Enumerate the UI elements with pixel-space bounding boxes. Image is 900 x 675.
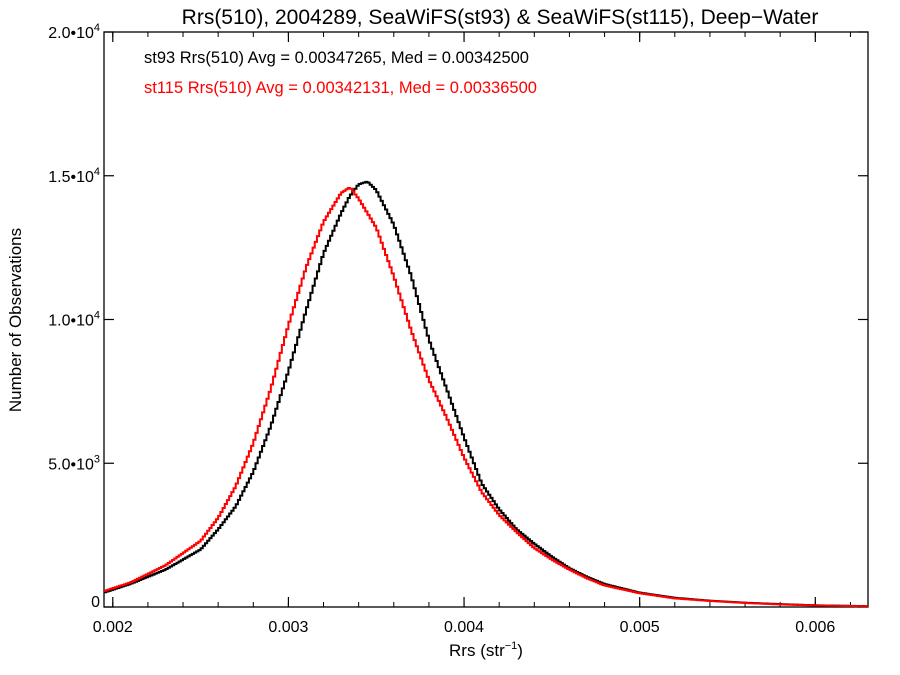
y-tick-exponent: 4 <box>94 166 100 178</box>
series-group <box>104 180 868 608</box>
y-tick-mantissa: 5.0•10 <box>48 456 94 473</box>
legend-stats: st93 Rrs(510) Avg = 0.00347265, Med = 0.… <box>144 49 537 97</box>
y-tick-label: 0 <box>91 594 100 611</box>
x-tick-label: 0.006 <box>795 619 835 636</box>
series-line-st115 <box>104 186 868 608</box>
y-tick-label: 2.0•104 <box>48 22 100 42</box>
y-tick-label: 5.0•103 <box>48 453 100 473</box>
series-line-st93 <box>104 180 868 608</box>
y-tick-mantissa: 2.0•10 <box>48 25 94 42</box>
y-tick-exponent: 4 <box>94 22 100 34</box>
y-tick-label: 1.0•104 <box>48 310 100 330</box>
x-tick-label: 0.005 <box>620 619 660 636</box>
stats-text-st115: st115 Rrs(510) Avg = 0.00342131, Med = 0… <box>144 79 537 97</box>
y-tick-mantissa: 1.5•10 <box>48 169 94 186</box>
y-axis-label: Number of Observations <box>6 228 25 412</box>
y-tick-exponent: 3 <box>94 453 100 465</box>
y-tick-exponent: 4 <box>94 310 100 322</box>
x-axis-label: Rrs (str−1) <box>449 640 523 660</box>
x-tick-label: 0.004 <box>444 619 484 636</box>
x-axis-label-close: ) <box>517 641 523 660</box>
x-axis-label-sup: −1 <box>505 640 518 652</box>
chart-title: Rrs(510), 2004289, SeaWiFS(st93) & SeaWi… <box>182 6 819 29</box>
x-axis-label-text: Rrs (str <box>449 641 505 660</box>
x-axis: 0.002 0.003 0.004 0.005 0.006 <box>93 32 851 636</box>
x-tick-label: 0.003 <box>268 619 308 636</box>
plot-frame <box>103 31 869 608</box>
y-tick-label: 1.5•104 <box>48 166 100 186</box>
y-tick-mantissa: 1.0•10 <box>48 313 94 330</box>
stats-text-st93: st93 Rrs(510) Avg = 0.00347265, Med = 0.… <box>144 49 529 67</box>
x-tick-label: 0.002 <box>93 619 133 636</box>
y-tick-mantissa: 0 <box>91 594 100 611</box>
